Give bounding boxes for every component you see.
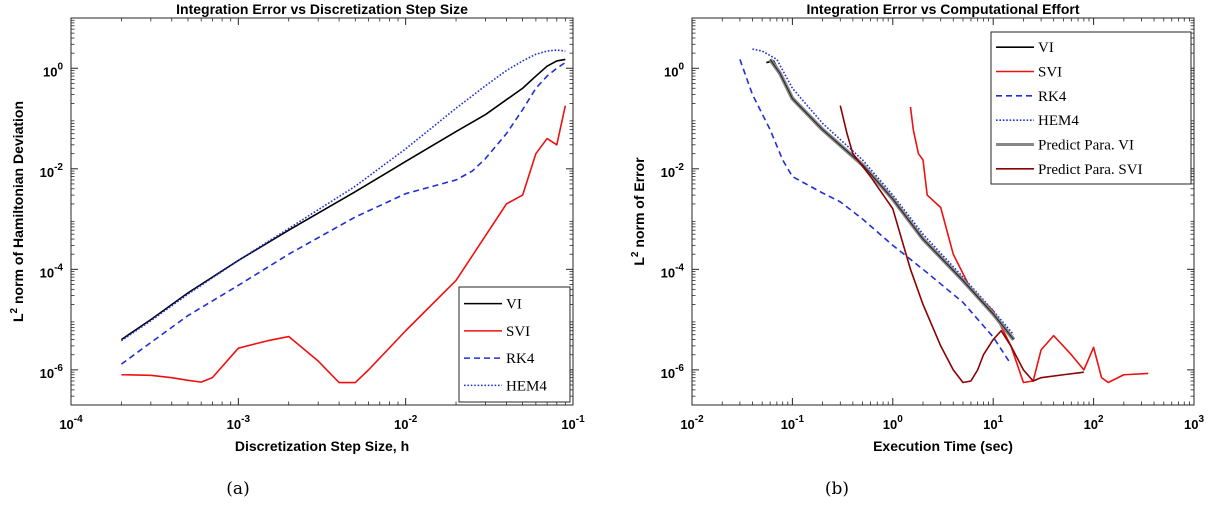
series-line-svi <box>909 106 1149 384</box>
y-tick-label: 10-4 <box>661 262 685 280</box>
legend-entry: VI <box>506 297 522 313</box>
series-line-svi <box>121 105 567 384</box>
x-tick-label: 10-2 <box>680 414 704 432</box>
panel-b: Integration Error vs Computational Effor… <box>630 1 1204 454</box>
legend-entry: HEM4 <box>1038 113 1079 129</box>
y-tick-label: 100 <box>43 61 63 79</box>
y-tick-label: 10-6 <box>40 363 64 381</box>
series-line-hem4 <box>752 48 1015 336</box>
x-tick-label: 10-3 <box>227 414 251 432</box>
legend-entry: SVI <box>506 324 530 340</box>
series-group <box>739 48 1149 384</box>
x-tick-label: 103 <box>1184 414 1204 432</box>
chart-title: Integration Error vs Discretization Step… <box>176 1 468 17</box>
series-group <box>120 49 567 384</box>
legend-entry: RK4 <box>506 351 535 367</box>
y-tick-label: 10-2 <box>661 162 685 180</box>
y-tick-label: 10-6 <box>661 363 685 381</box>
legend-entry: RK4 <box>1038 89 1067 105</box>
y-tick-label: 100 <box>664 61 684 79</box>
y-tick-label: 10-4 <box>40 262 64 280</box>
x-tick-label: 10-4 <box>59 414 83 432</box>
series-line-rk4 <box>120 61 566 365</box>
legend-entry: Predict Para. VI <box>1038 138 1134 154</box>
x-tick-label: 101 <box>983 414 1003 432</box>
legend-box <box>458 286 571 403</box>
y-axis-label: L2 norm of Hamiltonian Deviation <box>9 101 26 322</box>
chart-title: Integration Error vs Computational Effor… <box>806 1 1079 17</box>
x-axis-label: Execution Time (sec) <box>873 438 1013 454</box>
x-tick-label: 102 <box>1084 414 1104 432</box>
series-line-predict-para-vi-core <box>769 59 1015 340</box>
axes-box <box>70 17 574 406</box>
y-axis-label: L2 norm of Error <box>630 157 647 266</box>
legend-entry: Predict Para. SVI <box>1038 162 1143 178</box>
series-line-predict-para-vi <box>768 58 1016 341</box>
axes-box <box>691 17 1195 406</box>
series-line-rk4 <box>739 59 1012 365</box>
x-tick-label: 10-1 <box>561 414 585 432</box>
legend-entry: SVI <box>1038 65 1062 81</box>
series-line-predict-para-svi <box>839 105 1084 384</box>
caption-b: (b) <box>825 479 849 499</box>
legend-box <box>990 31 1192 185</box>
x-tick-label: 10-1 <box>781 414 805 432</box>
legend: VI SVI RK4 HEM4 <box>458 286 571 403</box>
legend-entry: VI <box>1038 40 1054 56</box>
ticks: 10-4 10-3 10-2 10-1 10-6 10-4 10-2 100 <box>40 18 585 432</box>
series-line-vi <box>120 58 566 341</box>
ticks: 10-2 10-1 100 101 102 103 10-6 10-4 10-2 100 <box>661 18 1204 432</box>
caption-a: (a) <box>226 479 249 499</box>
x-tick-label: 10-2 <box>394 414 418 432</box>
legend: VI SVI RK4 HEM4 Predict Para. VI Predict Para… <box>990 31 1192 185</box>
y-tick-label: 10-2 <box>40 162 64 180</box>
panel-a: Integration Error vs Discretization Step… <box>9 1 585 454</box>
x-tick-label: 100 <box>883 414 903 432</box>
legend-entry: HEM4 <box>506 378 547 394</box>
x-axis-label: Discretization Step Size, h <box>235 438 409 454</box>
